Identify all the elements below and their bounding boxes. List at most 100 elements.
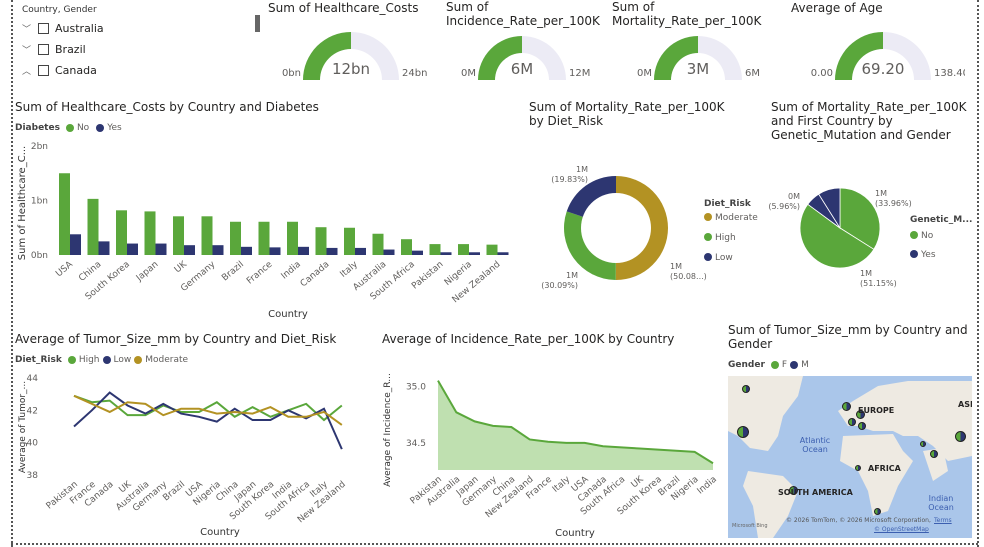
map-label-south-america: SOUTH AMERICA: [778, 488, 853, 497]
bar-no: [429, 244, 441, 255]
map-pie-bubble[interactable]: [920, 441, 926, 447]
gauge-title: Average of Age: [791, 1, 883, 15]
slicer-item-canada[interactable]: ︿ Canada: [22, 64, 97, 77]
chevron-down-icon[interactable]: ﹀: [22, 25, 32, 35]
pie-chart-title: Sum of Mortality_Rate_per_100K and First…: [771, 100, 967, 142]
donut-hole: [581, 193, 651, 263]
slicer-item-australia[interactable]: ﹀ Australia: [22, 22, 104, 35]
map-terms-link[interactable]: Terms: [934, 517, 952, 524]
legend-swatch: [910, 231, 918, 239]
y-axis-title: Average of Incidence_R...: [383, 373, 393, 487]
gauge-min: 0bn: [282, 68, 301, 79]
checkbox[interactable]: [38, 23, 49, 34]
slicer-title: Country, Gender: [22, 5, 97, 15]
chevron-up-icon[interactable]: ︿: [22, 67, 32, 77]
legend-swatch-high: [67, 356, 76, 364]
bar-chart-legend: Diabetes No Yes: [15, 123, 122, 133]
x-tick-label: Italy: [339, 259, 361, 280]
slicer-item-brazil[interactable]: ﹀ Brazil: [22, 43, 86, 56]
checkbox[interactable]: [38, 44, 49, 55]
map-pie-bubble[interactable]: [930, 450, 938, 458]
map-label-indian: Indian Ocean: [928, 494, 954, 512]
map-pie-bubble[interactable]: [873, 507, 881, 515]
chevron-down-icon[interactable]: ﹀: [22, 46, 32, 56]
legend-title: Gender: [728, 360, 765, 370]
bar-yes: [241, 246, 252, 255]
legend-label: Moderate: [715, 213, 758, 223]
gauge-max: 138.40: [934, 68, 965, 79]
map-pie-bubble[interactable]: [954, 430, 966, 442]
bar-yes: [383, 249, 395, 255]
map-pie-bubble[interactable]: [855, 465, 861, 471]
line-low: [73, 391, 343, 450]
gauge-max: 12M: [569, 68, 590, 79]
data-label: 1M: [875, 189, 887, 198]
y-tick-label: 34.5: [406, 439, 426, 449]
x-tick-label: Canada: [299, 260, 332, 290]
slicer-scrollbar[interactable]: [255, 15, 260, 32]
map-pie-bubble[interactable]: [788, 485, 798, 495]
legend-swatch: [704, 233, 712, 241]
gauge-fill: [654, 36, 698, 80]
gauge-title: Sum of Healthcare_Costs: [268, 1, 419, 15]
gauge-value: 6M: [511, 60, 534, 78]
data-label: 1M: [670, 262, 682, 271]
gauge-min: 0M: [461, 68, 476, 79]
gauge-card: Sum of Healthcare_Costs 12bn 0bn 24bn: [262, 0, 442, 92]
gauge-card: Sum of Mortality_Rate_per_100K 3M 0M 6M: [606, 0, 786, 92]
map-pie-bubble[interactable]: [855, 409, 865, 419]
bar-no: [87, 198, 99, 255]
slicer-item-label: Canada: [55, 64, 97, 77]
bar-yes: [298, 246, 309, 255]
bar-no: [458, 244, 469, 255]
data-label: 1M: [860, 269, 872, 278]
gauge-fill: [835, 32, 883, 80]
map-pie-bubble[interactable]: [858, 422, 866, 430]
gauge-title: Sum of Incidence_Rate_per_100K: [446, 0, 600, 28]
gauge-max: 24bn: [402, 68, 427, 79]
bar-yes: [440, 252, 452, 255]
map-pie-bubble[interactable]: [742, 385, 750, 393]
data-label: 1M: [576, 165, 588, 174]
x-tick-label: India: [696, 475, 719, 497]
gauge-title: Sum of Mortality_Rate_per_100K: [612, 0, 762, 28]
slicer-item-label: Brazil: [55, 43, 86, 56]
gauge-min: 0M: [637, 68, 652, 79]
bar-yes: [355, 247, 366, 255]
y-tick-label: 42: [27, 406, 38, 416]
donut-chart-title: Sum of Mortality_Rate_per_100K by Diet_R…: [529, 100, 725, 128]
legend-label: Yes: [920, 250, 936, 260]
legend-swatch-f: [770, 361, 779, 369]
bar-no: [144, 211, 156, 255]
area-chart-title: Average of Incidence_Rate_per_100K by Co…: [382, 332, 675, 346]
bar-yes: [412, 250, 423, 255]
bar-chart-title: Sum of Healthcare_Costs by Country and D…: [15, 100, 319, 114]
canvas-border-right: [977, 0, 979, 547]
legend-swatch-yes: [96, 124, 105, 132]
checkbox[interactable]: [38, 65, 49, 76]
map-pie-bubble[interactable]: [737, 426, 749, 438]
legend-title: Genetic_M...: [910, 215, 972, 225]
map-pie-bubble[interactable]: [848, 418, 856, 426]
legend-swatch-low: [102, 356, 111, 364]
legend-title: Diet_Risk: [704, 199, 752, 209]
bar-yes: [469, 252, 480, 255]
x-tick-label: India: [280, 260, 303, 282]
gauge-max: 6M: [745, 68, 760, 79]
pie-slice-no: [799, 203, 875, 269]
legend-swatch: [704, 213, 712, 221]
y-tick-label: 44: [27, 374, 39, 384]
bar-yes: [497, 252, 509, 255]
map-canvas[interactable]: EUROPE ASI AFRICA SOUTH AMERICA Atlantic…: [728, 376, 972, 538]
map-osm-link[interactable]: © OpenStreetMap: [874, 526, 929, 533]
legend-label: F: [781, 360, 788, 370]
bar-no: [173, 216, 184, 255]
bar-no: [59, 173, 70, 255]
map-pie-bubble[interactable]: [841, 401, 851, 411]
bar-yes: [326, 247, 338, 255]
line-chart-title: Average of Tumor_Size_mm by Country and …: [15, 332, 337, 346]
legend-label: Low: [715, 253, 733, 263]
bar-no: [201, 216, 213, 255]
